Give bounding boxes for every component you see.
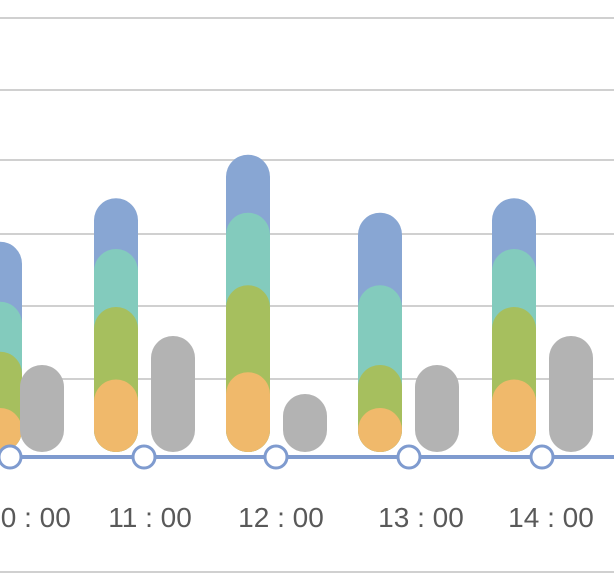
- bar-segment: [226, 372, 270, 452]
- gray-bar: [283, 394, 327, 452]
- gray-bar: [549, 336, 593, 452]
- timeline-marker: [263, 444, 289, 470]
- bar-segment: [94, 379, 138, 452]
- timeline-marker: [396, 444, 422, 470]
- timeline: [0, 444, 614, 470]
- x-tick-label: 11 : 00: [108, 502, 192, 533]
- bars: [0, 154, 593, 452]
- x-axis-tick-labels: 10 : 00 11 : 00 12 : 00 13 : 00 14 : 00: [0, 502, 594, 533]
- gray-bar: [415, 365, 459, 452]
- x-tick-label: 13 : 00: [378, 502, 464, 533]
- bar-segment: [358, 408, 402, 452]
- x-tick-label: 12 : 00: [238, 502, 324, 533]
- gray-bar: [20, 365, 64, 452]
- bar-segment: [492, 379, 536, 452]
- x-tick-label: 10 : 00: [0, 502, 71, 533]
- gray-bar: [151, 336, 195, 452]
- timeline-marker: [131, 444, 157, 470]
- bar-segment: [0, 408, 22, 452]
- x-tick-label: 14 : 00: [508, 502, 594, 533]
- timeline-marker: [0, 444, 23, 470]
- timeline-marker: [529, 444, 555, 470]
